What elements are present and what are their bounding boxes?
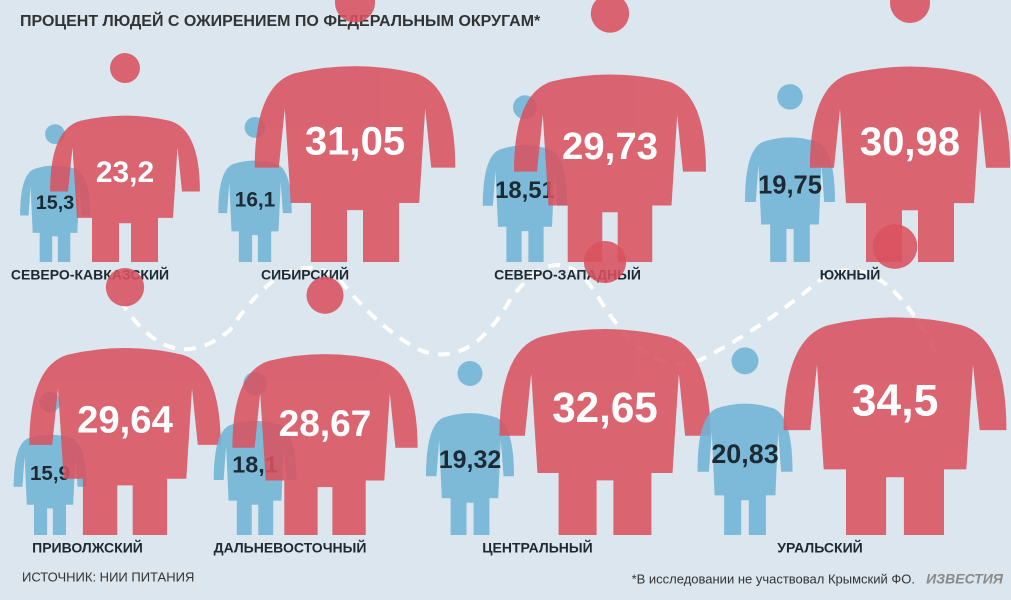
figure-head <box>105 268 145 307</box>
figure <box>697 347 793 535</box>
figure-head <box>889 0 931 24</box>
value-label: 31,05 <box>305 120 405 164</box>
value-label: 29,73 <box>562 125 658 168</box>
figure <box>745 84 835 262</box>
figure-head <box>583 240 627 284</box>
figure-head <box>457 361 483 386</box>
figure-head <box>110 53 140 84</box>
chart-title: ПРОЦЕНТ ЛЮДЕЙ С ОЖИРЕНИЕМ ПО ФЕДЕРАЛЬНЫМ… <box>20 11 541 30</box>
figure-body <box>514 74 706 262</box>
figure-body <box>218 160 292 262</box>
value-label: 32,65 <box>552 384 658 431</box>
region-label: ЮЖНЫЙ <box>820 266 881 283</box>
figure <box>783 224 1007 535</box>
figure-body <box>254 66 456 262</box>
figure <box>29 268 221 535</box>
figure <box>254 0 456 262</box>
region-label: ЦЕНТРАЛЬНЫЙ <box>482 539 592 556</box>
region-label: ПРИВОЛЖСКИЙ <box>32 539 143 556</box>
logo: ИЗВЕСТИЯ <box>926 571 1004 587</box>
footnote: *В исследовании не участвовал Крымский Ф… <box>632 571 915 586</box>
value-label: 34,5 <box>852 377 939 426</box>
value-label: 15,9 <box>30 462 70 485</box>
region-label: УРАЛЬСКИЙ <box>777 539 862 556</box>
value-label: 23,2 <box>96 156 154 189</box>
value-label: 19,75 <box>758 172 822 200</box>
figure <box>499 240 711 535</box>
region-label: СИБИРСКИЙ <box>261 266 349 283</box>
figure-body <box>20 165 90 262</box>
figure-body <box>745 137 835 262</box>
figure-body <box>29 348 221 535</box>
source: ИСТОЧНИК: НИИ ПИТАНИЯ <box>22 569 194 584</box>
figure-head <box>872 224 918 269</box>
figure <box>426 361 514 535</box>
figure-body <box>232 354 418 535</box>
figure-body <box>783 317 1007 535</box>
value-label: 28,67 <box>279 402 372 444</box>
figure-body <box>482 145 568 262</box>
figure-body <box>697 403 793 535</box>
figure-body <box>426 413 514 535</box>
figure-body <box>809 66 1011 262</box>
figure <box>50 53 200 263</box>
value-label: 18,51 <box>495 177 555 204</box>
figure-body <box>499 329 711 535</box>
value-label: 16,1 <box>235 188 275 211</box>
region-label: СЕВЕРО-КАВКАЗСКИЙ <box>11 266 169 283</box>
figure-head <box>777 84 803 110</box>
figure <box>232 276 418 535</box>
figure <box>809 0 1011 262</box>
figure-head <box>334 0 376 23</box>
figure-body <box>50 115 200 263</box>
value-label: 15,3 <box>36 192 74 214</box>
connector-line <box>118 263 942 366</box>
value-label: 29,64 <box>77 398 174 441</box>
value-label: 20,83 <box>711 439 778 469</box>
value-label: 30,98 <box>860 120 960 164</box>
figure-head <box>590 0 630 33</box>
region-label: ДАЛЬНЕВОСТОЧНЫЙ <box>214 539 367 556</box>
figure-head <box>306 276 344 314</box>
figures: 15,3 23,2 СЕВЕРО-КАВКАЗСКИЙ 16,1 31,05 СИБИРС… <box>11 0 1011 556</box>
figure-head <box>731 347 759 375</box>
value-label: 19,32 <box>439 446 501 474</box>
figure <box>514 0 706 262</box>
